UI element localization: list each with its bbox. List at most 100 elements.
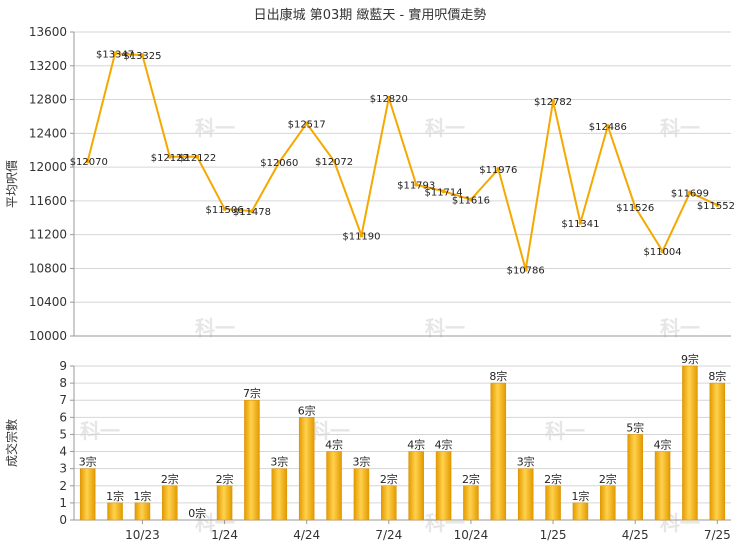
bar-ytick-label: 6 [59, 410, 67, 424]
price-data-label: $12122 [151, 153, 189, 164]
price-data-label: $12486 [589, 122, 627, 133]
count-data-label: 1宗 [133, 489, 151, 503]
count-data-label: 8宗 [489, 369, 507, 383]
price-data-label: $12517 [288, 119, 326, 130]
line-y-axis-label: 平均呎價 [5, 160, 19, 208]
watermark-text: 科一 [425, 116, 465, 140]
count-data-label: 2宗 [462, 472, 480, 486]
count-data-label: 4宗 [654, 438, 672, 452]
line-ytick-label: 13200 [29, 59, 67, 73]
count-bar [107, 502, 123, 521]
count-bar [79, 468, 96, 521]
price-data-label: $13347 [96, 49, 134, 60]
count-data-label: 8宗 [708, 369, 726, 383]
line-ytick-label: 11600 [29, 194, 67, 208]
bar-xtick-label: 10/24 [454, 528, 489, 542]
count-data-label: 4宗 [325, 438, 343, 452]
count-data-label: 1宗 [106, 489, 124, 503]
price-point [304, 121, 309, 126]
price-point [523, 267, 528, 272]
count-bar [490, 382, 507, 521]
bar-xtick-label: 4/24 [293, 528, 320, 542]
count-data-label: 3宗 [79, 455, 97, 469]
price-data-label: $12070 [70, 157, 108, 168]
bar-xtick-label: 4/25 [622, 528, 649, 542]
price-data-label: $11976 [479, 165, 517, 176]
count-bar [435, 451, 452, 521]
count-data-label: 6宗 [298, 403, 316, 417]
price-data-label: $11506 [205, 205, 243, 216]
count-bar [572, 502, 589, 521]
bar-ytick-label: 9 [59, 359, 67, 373]
price-data-label: $11714 [424, 187, 462, 198]
price-data-label: $11004 [643, 247, 681, 258]
price-data-label: $12072 [315, 157, 353, 168]
bar-ytick-label: 8 [59, 376, 67, 390]
price-point [113, 51, 118, 56]
price-point [386, 95, 391, 100]
price-data-label: $12782 [534, 97, 572, 108]
count-bar [244, 399, 260, 521]
watermark-text: 科一 [660, 116, 700, 140]
count-data-label: 3宗 [517, 455, 535, 469]
bar-panel: 0 1 2 3 4 5 6 7 8 9 成交宗數 3宗 1宗 1宗 2宗 0宗 2宗 7宗 3宗 6宗 4宗 3宗 2宗 4宗… [4, 352, 731, 542]
line-ytick-label: 13600 [29, 25, 67, 39]
count-data-label: 2宗 [544, 472, 562, 486]
price-data-label: $12122 [178, 153, 216, 164]
price-data-label: $10786 [507, 266, 545, 277]
count-bar [408, 451, 424, 521]
line-ytick-label: 12000 [29, 160, 67, 174]
count-data-label: 0宗 [188, 506, 206, 520]
count-data-label: 3宗 [352, 455, 370, 469]
bar-ytick-label: 3 [59, 462, 67, 476]
price-series-line [86, 52, 718, 271]
count-bar [298, 417, 315, 521]
count-bar [545, 485, 561, 521]
price-point [605, 124, 610, 129]
price-point [715, 202, 720, 207]
line-ytick-label: 12400 [29, 126, 67, 140]
count-bar [216, 485, 233, 521]
price-point [633, 205, 638, 210]
bar-xtick-label: 10/23 [125, 528, 160, 542]
price-point [496, 167, 501, 172]
line-ytick-label: 12800 [29, 93, 67, 107]
count-bar [463, 485, 479, 521]
bar-xtick-label: 1/24 [211, 528, 238, 542]
bar-xtick-label: 1/25 [540, 528, 567, 542]
bar-ytick-label: 5 [59, 427, 67, 441]
count-data-label: 5宗 [626, 420, 644, 434]
price-data-label: $12060 [260, 158, 298, 169]
price-data-label: $11616 [452, 196, 490, 207]
price-point [551, 99, 556, 104]
chart-title: 日出康城 第03期 緻藍天 - 實用呎價走勢 [254, 7, 487, 23]
count-data-label: 4宗 [435, 438, 453, 452]
price-point [332, 159, 337, 164]
line-ytick-label: 10000 [29, 329, 67, 343]
price-point [414, 182, 419, 187]
price-point [660, 249, 665, 254]
count-bar [654, 451, 671, 521]
price-point [687, 190, 692, 195]
price-data-label: $11552 [697, 201, 735, 212]
price-data-label: $13325 [123, 51, 161, 62]
count-bar [353, 468, 370, 521]
count-data-label: 3宗 [270, 455, 288, 469]
bar-xtick-label: 7/24 [375, 528, 402, 542]
price-point [441, 189, 446, 194]
price-data-label: $11341 [561, 219, 599, 230]
price-point [195, 154, 200, 159]
line-panel: 10000 10400 10800 11200 11600 12000 12400 12800… [5, 25, 735, 343]
price-data-label: $11478 [233, 207, 271, 218]
bar-ytick-label: 7 [59, 393, 67, 407]
count-bar [709, 382, 726, 521]
price-data-label: $11526 [616, 203, 654, 214]
count-bar [627, 434, 643, 521]
price-point [249, 209, 254, 214]
bar-xtick-label: 7/25 [704, 528, 731, 542]
price-point [140, 53, 145, 58]
price-data-label: $11793 [397, 181, 435, 192]
bar-ytick-label: 1 [59, 496, 67, 510]
